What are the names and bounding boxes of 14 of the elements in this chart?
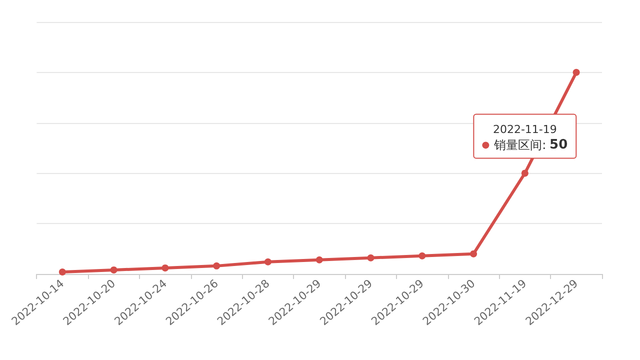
point <box>162 264 169 272</box>
point <box>470 250 478 258</box>
point <box>213 262 220 270</box>
point <box>367 254 374 262</box>
category-label: 2022-11-19 <box>492 123 557 136</box>
point <box>110 266 118 274</box>
point <box>521 170 528 177</box>
point <box>316 256 323 264</box>
point <box>264 258 272 266</box>
legend-label: 销量区间: <box>493 138 546 152</box>
point <box>58 268 66 276</box>
data-label: 50 <box>550 138 568 153</box>
point <box>572 68 580 76</box>
point <box>418 252 426 260</box>
